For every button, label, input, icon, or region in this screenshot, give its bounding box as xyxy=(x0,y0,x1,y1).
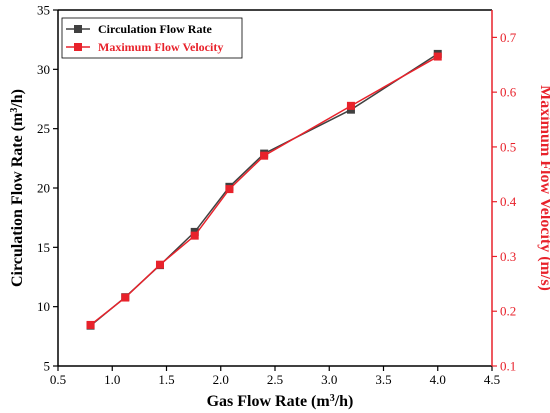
left-axis-title: Circulation Flow Rate (m3/h) xyxy=(9,89,27,287)
legend-marker-velocity xyxy=(74,43,82,51)
x-tick-label: 2.0 xyxy=(213,372,229,387)
data-point-velocity xyxy=(121,293,130,302)
x-tick-label: 3.5 xyxy=(375,372,391,387)
x-tick-label: 4.0 xyxy=(430,372,446,387)
legend-label-velocity: Maximum Flow Velocity xyxy=(98,40,223,54)
right-y-tick-label: 0.2 xyxy=(500,304,516,319)
right-y-tick-label: 0.4 xyxy=(500,194,517,209)
data-point-velocity xyxy=(433,52,442,61)
x-tick-label: 2.5 xyxy=(267,372,283,387)
series-line-circulation xyxy=(90,53,439,327)
legend-box xyxy=(61,17,243,59)
left-y-tick-label: 20 xyxy=(37,181,50,196)
left-y-tick-label: 10 xyxy=(37,299,50,314)
right-y-tick-label: 0.5 xyxy=(500,139,516,154)
x-tick-label: 4.5 xyxy=(484,372,500,387)
x-tick-label: 1.0 xyxy=(104,372,120,387)
right-y-tick-label: 0.6 xyxy=(500,85,517,100)
right-axis-title: Maximum Flow Velocity (m/s) xyxy=(537,85,550,291)
left-y-tick-label: 5 xyxy=(44,359,51,374)
right-y-tick-label: 0.3 xyxy=(500,249,516,264)
left-y-tick-label: 35 xyxy=(37,3,50,18)
legend: Circulation Flow Rate Maximum Flow Veloc… xyxy=(61,17,243,59)
x-tick-label: 0.5 xyxy=(50,372,66,387)
data-point-velocity xyxy=(190,231,199,240)
legend-label-circulation: Circulation Flow Rate xyxy=(98,22,212,36)
left-y-tick-label: 25 xyxy=(37,121,50,136)
left-y-tick-label: 15 xyxy=(37,240,50,255)
series-line-velocity xyxy=(90,55,439,326)
right-y-tick-label: 0.7 xyxy=(500,30,517,45)
left-y-tick-label: 30 xyxy=(37,62,50,77)
x-axis-title: Gas Flow Rate (m3/h) xyxy=(207,393,354,411)
x-tick-label: 3.0 xyxy=(321,372,337,387)
data-point-velocity xyxy=(155,260,164,269)
legend-marker-circulation xyxy=(74,25,82,33)
data-point-velocity xyxy=(86,320,95,329)
series-layer xyxy=(86,49,442,330)
axes-layer: 0.5 1.0 1.5 2.0 2.5 3.0 3.5 4.0 4.5 5 10 15 20 25 30 35… xyxy=(37,3,517,388)
data-point-velocity xyxy=(260,151,269,160)
right-y-tick-label: 0.1 xyxy=(500,359,516,374)
data-point-velocity xyxy=(225,185,234,194)
data-point-velocity xyxy=(346,101,355,110)
x-tick-label: 1.5 xyxy=(158,372,174,387)
